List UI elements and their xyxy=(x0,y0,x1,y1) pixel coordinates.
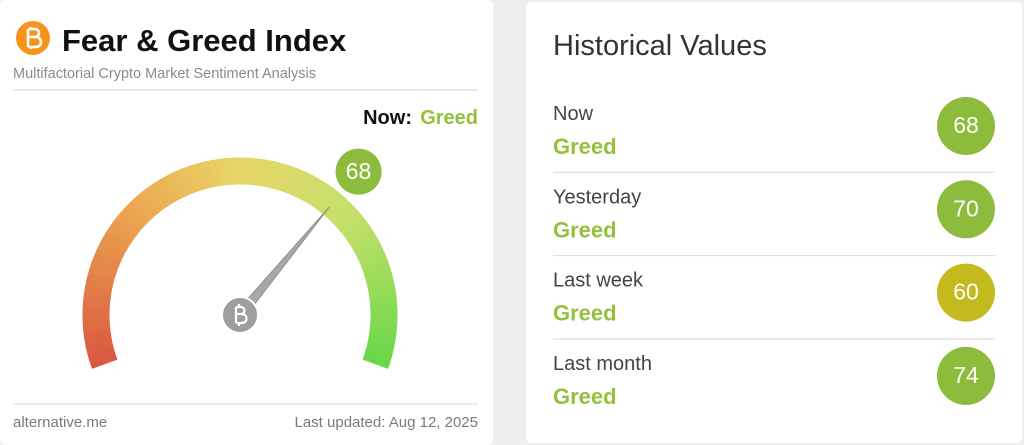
value-badge xyxy=(937,263,995,322)
hub-logo xyxy=(234,304,248,326)
last-updated: Last updated: Aug 12, 2025 xyxy=(295,414,479,431)
bitcoin-logo xyxy=(16,21,50,55)
history-rows: Now Greed 68 Yesterday Greed 70 Last week Greed… xyxy=(553,97,995,409)
row-label: Last month xyxy=(553,353,652,375)
row-value: 68 xyxy=(953,112,979,138)
row-status: Greed xyxy=(553,217,617,242)
source: alternative.me xyxy=(13,414,107,431)
row-label: Now xyxy=(553,103,594,125)
value-badge xyxy=(937,97,995,155)
now-status: Greed xyxy=(420,107,478,129)
value-bubble xyxy=(335,148,382,195)
row-label: Last week xyxy=(553,270,644,292)
row-value: 74 xyxy=(953,362,979,388)
value-badge xyxy=(937,180,995,239)
row-status: Greed xyxy=(553,134,617,159)
history-card xyxy=(526,2,1022,443)
title: Fear & Greed Index xyxy=(62,23,347,58)
gauge-arc xyxy=(362,353,391,369)
subtitle: Multifactorial Crypto Market Sentiment A… xyxy=(13,66,316,82)
row-status: Greed xyxy=(553,384,617,409)
history-title: Historical Values xyxy=(553,30,767,62)
row-status: Greed xyxy=(553,301,617,326)
now-label: Now: xyxy=(363,107,412,129)
value-label: 68 xyxy=(346,158,372,184)
value-badge xyxy=(937,346,995,405)
row-value: 60 xyxy=(953,279,979,305)
row-value: 70 xyxy=(953,195,979,221)
row-label: Yesterday xyxy=(553,186,641,208)
gauge: 68 xyxy=(82,148,398,369)
